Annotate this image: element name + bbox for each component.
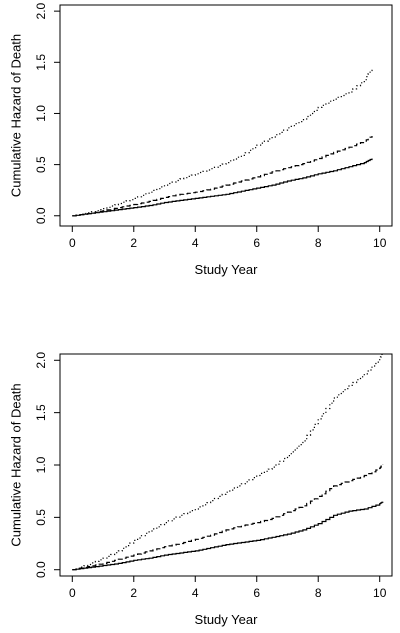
series-line-dotted: [72, 67, 373, 217]
x-tick-label: 8: [315, 236, 322, 250]
series-line-solid: [72, 501, 384, 571]
y-tick-label: 0.5: [34, 156, 48, 173]
y-tick-label: 2.0: [34, 2, 48, 19]
x-tick-label: 10: [373, 236, 387, 250]
x-tick-label: 4: [192, 236, 199, 250]
series-line-dashed: [72, 136, 373, 217]
series-line-solid: [72, 158, 373, 217]
y-tick-label: 0.0: [34, 561, 48, 578]
y-tick-label: 2.0: [34, 352, 48, 369]
x-axis-label: Study Year: [195, 612, 259, 627]
y-tick-label: 0.0: [34, 207, 48, 224]
chart-panel-top: Cumulative Hazard of Death Study Year 0 2…: [8, 2, 393, 277]
y-axis-label: Cumulative Hazard of Death: [8, 383, 23, 546]
x-tick-label: 0: [69, 586, 76, 600]
y-tick-label: 0.5: [34, 509, 48, 526]
x-tick-label: 4: [192, 586, 199, 600]
y-axis-label: Cumulative Hazard of Death: [8, 34, 23, 197]
x-tick-label: 6: [253, 236, 260, 250]
y-tick-label: 1.5: [34, 54, 48, 71]
series-line-dotted: [72, 353, 384, 571]
x-tick-label: 2: [130, 586, 137, 600]
x-tick-label: 6: [253, 586, 260, 600]
x-tick-label: 0: [69, 236, 76, 250]
series-line-dashed: [72, 464, 384, 571]
plot-frame: [59, 4, 393, 227]
y-tick-label: 1.5: [34, 404, 48, 421]
x-axis-label: Study Year: [195, 262, 259, 277]
y-tick-label: 1.0: [34, 105, 48, 122]
x-tick-label: 8: [315, 586, 322, 600]
chart-panel-bottom: Cumulative Hazard of Death Study Year 0 2…: [8, 352, 393, 627]
plot-frame: [59, 353, 393, 577]
x-tick-label: 2: [130, 236, 137, 250]
x-tick-label: 10: [373, 586, 387, 600]
y-tick-label: 1.0: [34, 456, 48, 473]
